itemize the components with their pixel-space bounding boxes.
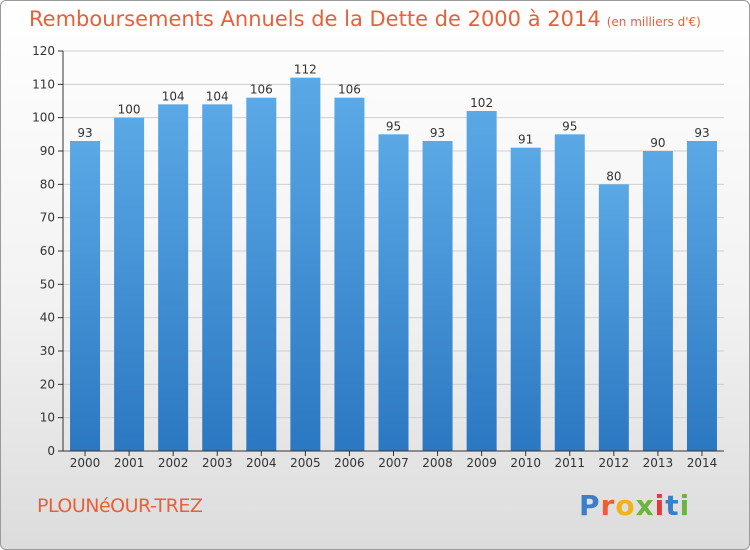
data-label: 93 [77, 126, 92, 140]
bar-2008 [422, 141, 453, 451]
data-label: 95 [386, 119, 401, 133]
x-tick-label: 2007 [378, 456, 409, 470]
x-tick-label: 2002 [158, 456, 189, 470]
bars [70, 77, 717, 452]
x-tick-label: 2011 [554, 456, 585, 470]
logo-letter: i [654, 489, 666, 522]
data-label: 104 [206, 89, 229, 103]
bar-2006 [334, 97, 365, 452]
bar-2009 [466, 111, 497, 451]
x-tick-label: 2003 [202, 456, 233, 470]
x-tick-label: 2000 [70, 456, 101, 470]
data-label: 100 [118, 103, 141, 117]
bar-2011 [554, 134, 585, 452]
unit-note: (en milliers d'€) [606, 15, 701, 29]
y-tick-label: 70 [40, 211, 55, 225]
x-tick-label: 2008 [422, 456, 453, 470]
data-label: 90 [650, 136, 665, 150]
x-tick-label: 2013 [643, 456, 674, 470]
y-tick-label: 110 [32, 77, 55, 91]
data-label: 91 [518, 133, 533, 147]
data-label: 93 [694, 126, 709, 140]
y-tick-label: 30 [40, 344, 55, 358]
bar-2012 [598, 184, 629, 452]
data-label: 102 [470, 96, 493, 110]
chart-title: Remboursements Annuels de la Dette de 20… [29, 7, 701, 31]
y-tick-label: 120 [32, 44, 55, 58]
y-tick-label: 0 [47, 444, 55, 458]
data-label: 95 [562, 119, 577, 133]
x-tick-label: 2006 [334, 456, 365, 470]
bar-2001 [114, 117, 145, 452]
data-label: 112 [294, 63, 317, 77]
chart-title-text: Remboursements Annuels de la Dette de 20… [29, 7, 601, 31]
y-tick-label: 40 [40, 311, 55, 325]
x-tick-label: 2009 [466, 456, 497, 470]
data-labels: 93 100 104 104 106 112 106 95 93 102 91 95 80 90 93 [77, 63, 709, 184]
y-tick-label: 60 [40, 244, 55, 258]
x-tick-label: 2010 [510, 456, 541, 470]
x-tick-label: 2004 [246, 456, 277, 470]
axes: 0 10 20 30 40 50 60 70 80 90 100 110 120 2000 2001 2002… [32, 44, 724, 470]
logo-letter: t [665, 489, 680, 522]
logo-letter: r [600, 489, 616, 522]
y-tick-label: 100 [32, 111, 55, 125]
bar-2000 [70, 141, 101, 451]
data-label: 93 [430, 126, 445, 140]
bar-2003 [202, 104, 233, 451]
bar-2013 [642, 151, 673, 451]
bar-2010 [510, 147, 541, 451]
logo-letter: P [579, 489, 601, 522]
proxiti-logo: Proxiti [579, 489, 690, 522]
logo-letter: i [679, 489, 691, 522]
logo-letter: o [615, 489, 636, 522]
data-label: 106 [338, 83, 361, 97]
x-tick-label: 2014 [687, 456, 718, 470]
x-tick-label: 2005 [290, 456, 321, 470]
bar-2004 [246, 97, 277, 452]
logo-letter: x [635, 489, 655, 522]
bar-2014 [686, 141, 717, 451]
commune-name: PLOUNéOUR-TREZ [37, 495, 203, 517]
data-label: 80 [606, 169, 621, 183]
y-tick-label: 90 [40, 144, 55, 158]
y-tick-label: 80 [40, 177, 55, 191]
y-tick-label: 50 [40, 277, 55, 291]
x-tick-label: 2012 [599, 456, 630, 470]
y-tick-label: 20 [40, 377, 55, 391]
bar-2002 [158, 104, 189, 451]
data-label: 106 [250, 83, 273, 97]
bar-2005 [290, 77, 321, 452]
x-tick-label: 2001 [114, 456, 145, 470]
bar-2007 [378, 134, 409, 452]
data-label: 104 [162, 89, 185, 103]
y-tick-label: 10 [40, 411, 55, 425]
